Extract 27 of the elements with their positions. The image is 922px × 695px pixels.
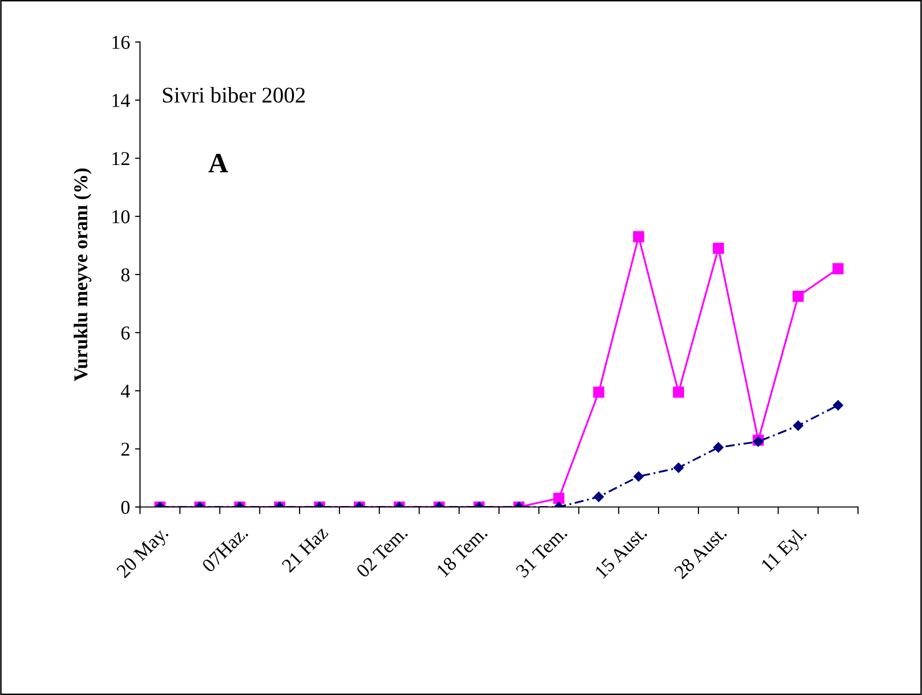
point	[593, 386, 604, 398]
x-tick-label: 20 May.	[116, 526, 172, 582]
y-tick-label: 14	[112, 94, 130, 107]
y-tick-label: 16	[112, 36, 130, 49]
x-tick-label: 31 Tem.	[515, 526, 568, 578]
x-tick-label: 11 Eyl.	[760, 525, 810, 575]
y-tick-label: 8	[121, 268, 130, 282]
point	[832, 263, 844, 274]
y-tick-label: 0	[121, 500, 130, 514]
point	[672, 386, 684, 398]
x-tick-label: 21 Haz	[281, 525, 329, 573]
point	[712, 242, 724, 254]
point	[832, 400, 844, 410]
y-axis-title: Vuruklu meyve oranı (%)	[74, 168, 92, 382]
x-tick-label: 28 Aust.	[674, 526, 728, 580]
y-tick-label: 6	[121, 326, 130, 340]
x-tick-label: 15 Aust.	[594, 526, 648, 579]
y-tick-label: 10	[112, 210, 130, 224]
annotation: Sivri biber 2002	[163, 87, 305, 103]
x-tick-label: 02 Tem.	[356, 526, 408, 578]
x-tick-label: 18 Tem.	[436, 526, 488, 578]
point	[792, 290, 804, 302]
annotation: A	[208, 154, 228, 172]
y-tick-label: 4	[120, 384, 130, 398]
point	[633, 231, 644, 242]
y-tick-label: 12	[112, 152, 130, 165]
y-tick-label: 2	[121, 442, 130, 456]
